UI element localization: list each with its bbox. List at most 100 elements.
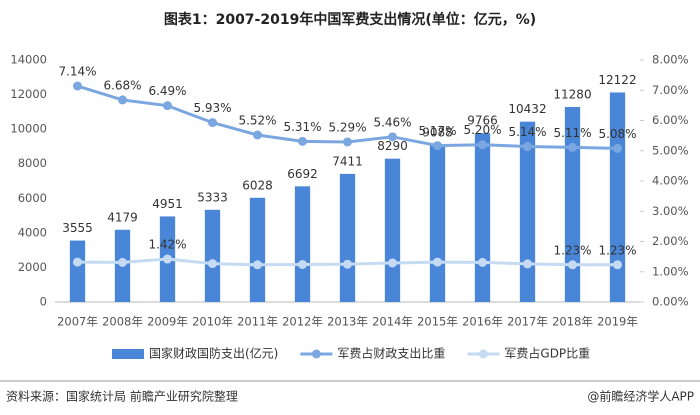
line-label: 7.14% bbox=[58, 65, 96, 79]
line-marker bbox=[253, 260, 262, 270]
bar-label: 11280 bbox=[553, 88, 591, 102]
line-marker bbox=[298, 259, 307, 269]
y-tick-label: 2000 bbox=[18, 260, 47, 274]
line-marker bbox=[613, 260, 622, 270]
bar-label: 9088 bbox=[422, 125, 453, 139]
line-marker bbox=[118, 257, 127, 267]
legend-label: 国家财政国防支出(亿元) bbox=[149, 346, 278, 361]
bar bbox=[609, 92, 626, 302]
bar bbox=[564, 107, 581, 302]
line-marker bbox=[298, 136, 307, 146]
bar bbox=[384, 158, 401, 302]
y-tick-label: 10000 bbox=[10, 122, 47, 136]
bar-label: 4179 bbox=[107, 210, 138, 224]
line-marker bbox=[343, 137, 352, 147]
x-tick-label: 2011年 bbox=[237, 315, 278, 329]
line-marker bbox=[163, 101, 172, 111]
bar-label: 4951 bbox=[152, 197, 183, 211]
bar-label: 6692 bbox=[287, 167, 318, 181]
line-marker bbox=[73, 257, 82, 267]
bar bbox=[429, 144, 446, 302]
y-tick-label: 6000 bbox=[18, 191, 47, 205]
y-tick-label: 4000 bbox=[18, 225, 47, 239]
x-tick-label: 2013年 bbox=[327, 315, 368, 329]
line-marker bbox=[568, 142, 577, 152]
line-marker bbox=[163, 254, 172, 264]
line-marker bbox=[208, 118, 217, 128]
bar-label: 5333 bbox=[197, 190, 228, 204]
bar bbox=[474, 133, 491, 302]
brand: @前瞻经济学人APP bbox=[587, 389, 694, 404]
x-tick-label: 2008年 bbox=[102, 315, 143, 329]
line-marker bbox=[433, 257, 442, 267]
line-label: 5.11% bbox=[553, 126, 591, 140]
y-tick-label: 8000 bbox=[18, 156, 47, 170]
x-tick-label: 2018年 bbox=[552, 315, 593, 329]
y2-tick-label: 3.00% bbox=[652, 204, 689, 218]
bar bbox=[249, 197, 266, 302]
line-label: 1.23% bbox=[598, 243, 636, 257]
bar bbox=[519, 121, 536, 302]
line-marker bbox=[388, 132, 397, 142]
bar-label: 12122 bbox=[598, 73, 636, 87]
line-label: 5.08% bbox=[598, 127, 636, 141]
line-marker bbox=[433, 141, 442, 151]
line-marker bbox=[478, 140, 487, 150]
line-label: 1.23% bbox=[553, 243, 591, 257]
source: 资料来源：国家统计局 前瞻产业研究院整理 bbox=[6, 389, 238, 404]
x-tick-label: 2009年 bbox=[147, 315, 188, 329]
bar bbox=[339, 173, 356, 302]
legend-label: 军费占财政支出比重 bbox=[337, 346, 445, 361]
line-label: 6.49% bbox=[148, 84, 186, 98]
line-label: 6.68% bbox=[103, 78, 141, 92]
bar-label: 7411 bbox=[332, 154, 363, 168]
bar bbox=[204, 209, 221, 302]
y-tick-label: 14000 bbox=[10, 53, 47, 67]
line-marker bbox=[523, 142, 532, 152]
line-marker bbox=[478, 257, 487, 267]
x-tick-label: 2010年 bbox=[192, 315, 233, 329]
x-tick-label: 2007年 bbox=[57, 315, 98, 329]
x-tick-label: 2015年 bbox=[417, 315, 458, 329]
line-label: 5.20% bbox=[463, 123, 501, 137]
y-tick-label: 12000 bbox=[10, 87, 47, 101]
line-label: 5.52% bbox=[238, 114, 276, 128]
x-tick-label: 2017年 bbox=[507, 315, 548, 329]
chart-title: 图表1：2007-2019年中国军费支出情况(单位：亿元，%) bbox=[164, 11, 536, 28]
x-tick-label: 2012年 bbox=[282, 315, 323, 329]
bar-label: 3555 bbox=[62, 221, 93, 235]
x-tick-label: 2019年 bbox=[597, 315, 638, 329]
y2-tick-label: 5.00% bbox=[652, 143, 689, 157]
bar bbox=[69, 240, 86, 302]
bar bbox=[294, 186, 311, 302]
y2-tick-label: 1.00% bbox=[652, 264, 689, 278]
line-marker bbox=[523, 259, 532, 269]
bar-label: 8290 bbox=[377, 139, 408, 153]
line-label: 5.17% bbox=[418, 124, 456, 138]
legend-swatch bbox=[112, 349, 144, 359]
line-marker bbox=[343, 259, 352, 269]
bar-label: 6028 bbox=[242, 178, 273, 192]
line-label: 5.46% bbox=[373, 115, 411, 129]
line-label: 5.29% bbox=[328, 120, 366, 134]
y2-tick-label: 7.00% bbox=[652, 83, 689, 97]
x-tick-label: 2016年 bbox=[462, 315, 503, 329]
x-tick-label: 2014年 bbox=[372, 315, 413, 329]
y-tick-label: 0 bbox=[40, 295, 47, 309]
legend-marker bbox=[311, 349, 321, 359]
line-label: 1.42% bbox=[148, 238, 186, 252]
y2-tick-label: 2.00% bbox=[652, 234, 689, 248]
line-marker bbox=[73, 81, 82, 91]
y2-tick-label: 4.00% bbox=[652, 174, 689, 188]
y2-tick-label: 0.00% bbox=[652, 295, 689, 309]
y2-tick-label: 8.00% bbox=[652, 53, 689, 67]
line-label: 5.93% bbox=[193, 101, 231, 115]
y2-tick-label: 6.00% bbox=[652, 113, 689, 127]
legend-label: 军费占GDP比重 bbox=[504, 346, 590, 361]
line-marker bbox=[613, 143, 622, 153]
line-marker bbox=[253, 130, 262, 140]
line-marker bbox=[118, 95, 127, 105]
bar-label: 9766 bbox=[467, 114, 498, 128]
line-label: 5.31% bbox=[283, 120, 321, 134]
